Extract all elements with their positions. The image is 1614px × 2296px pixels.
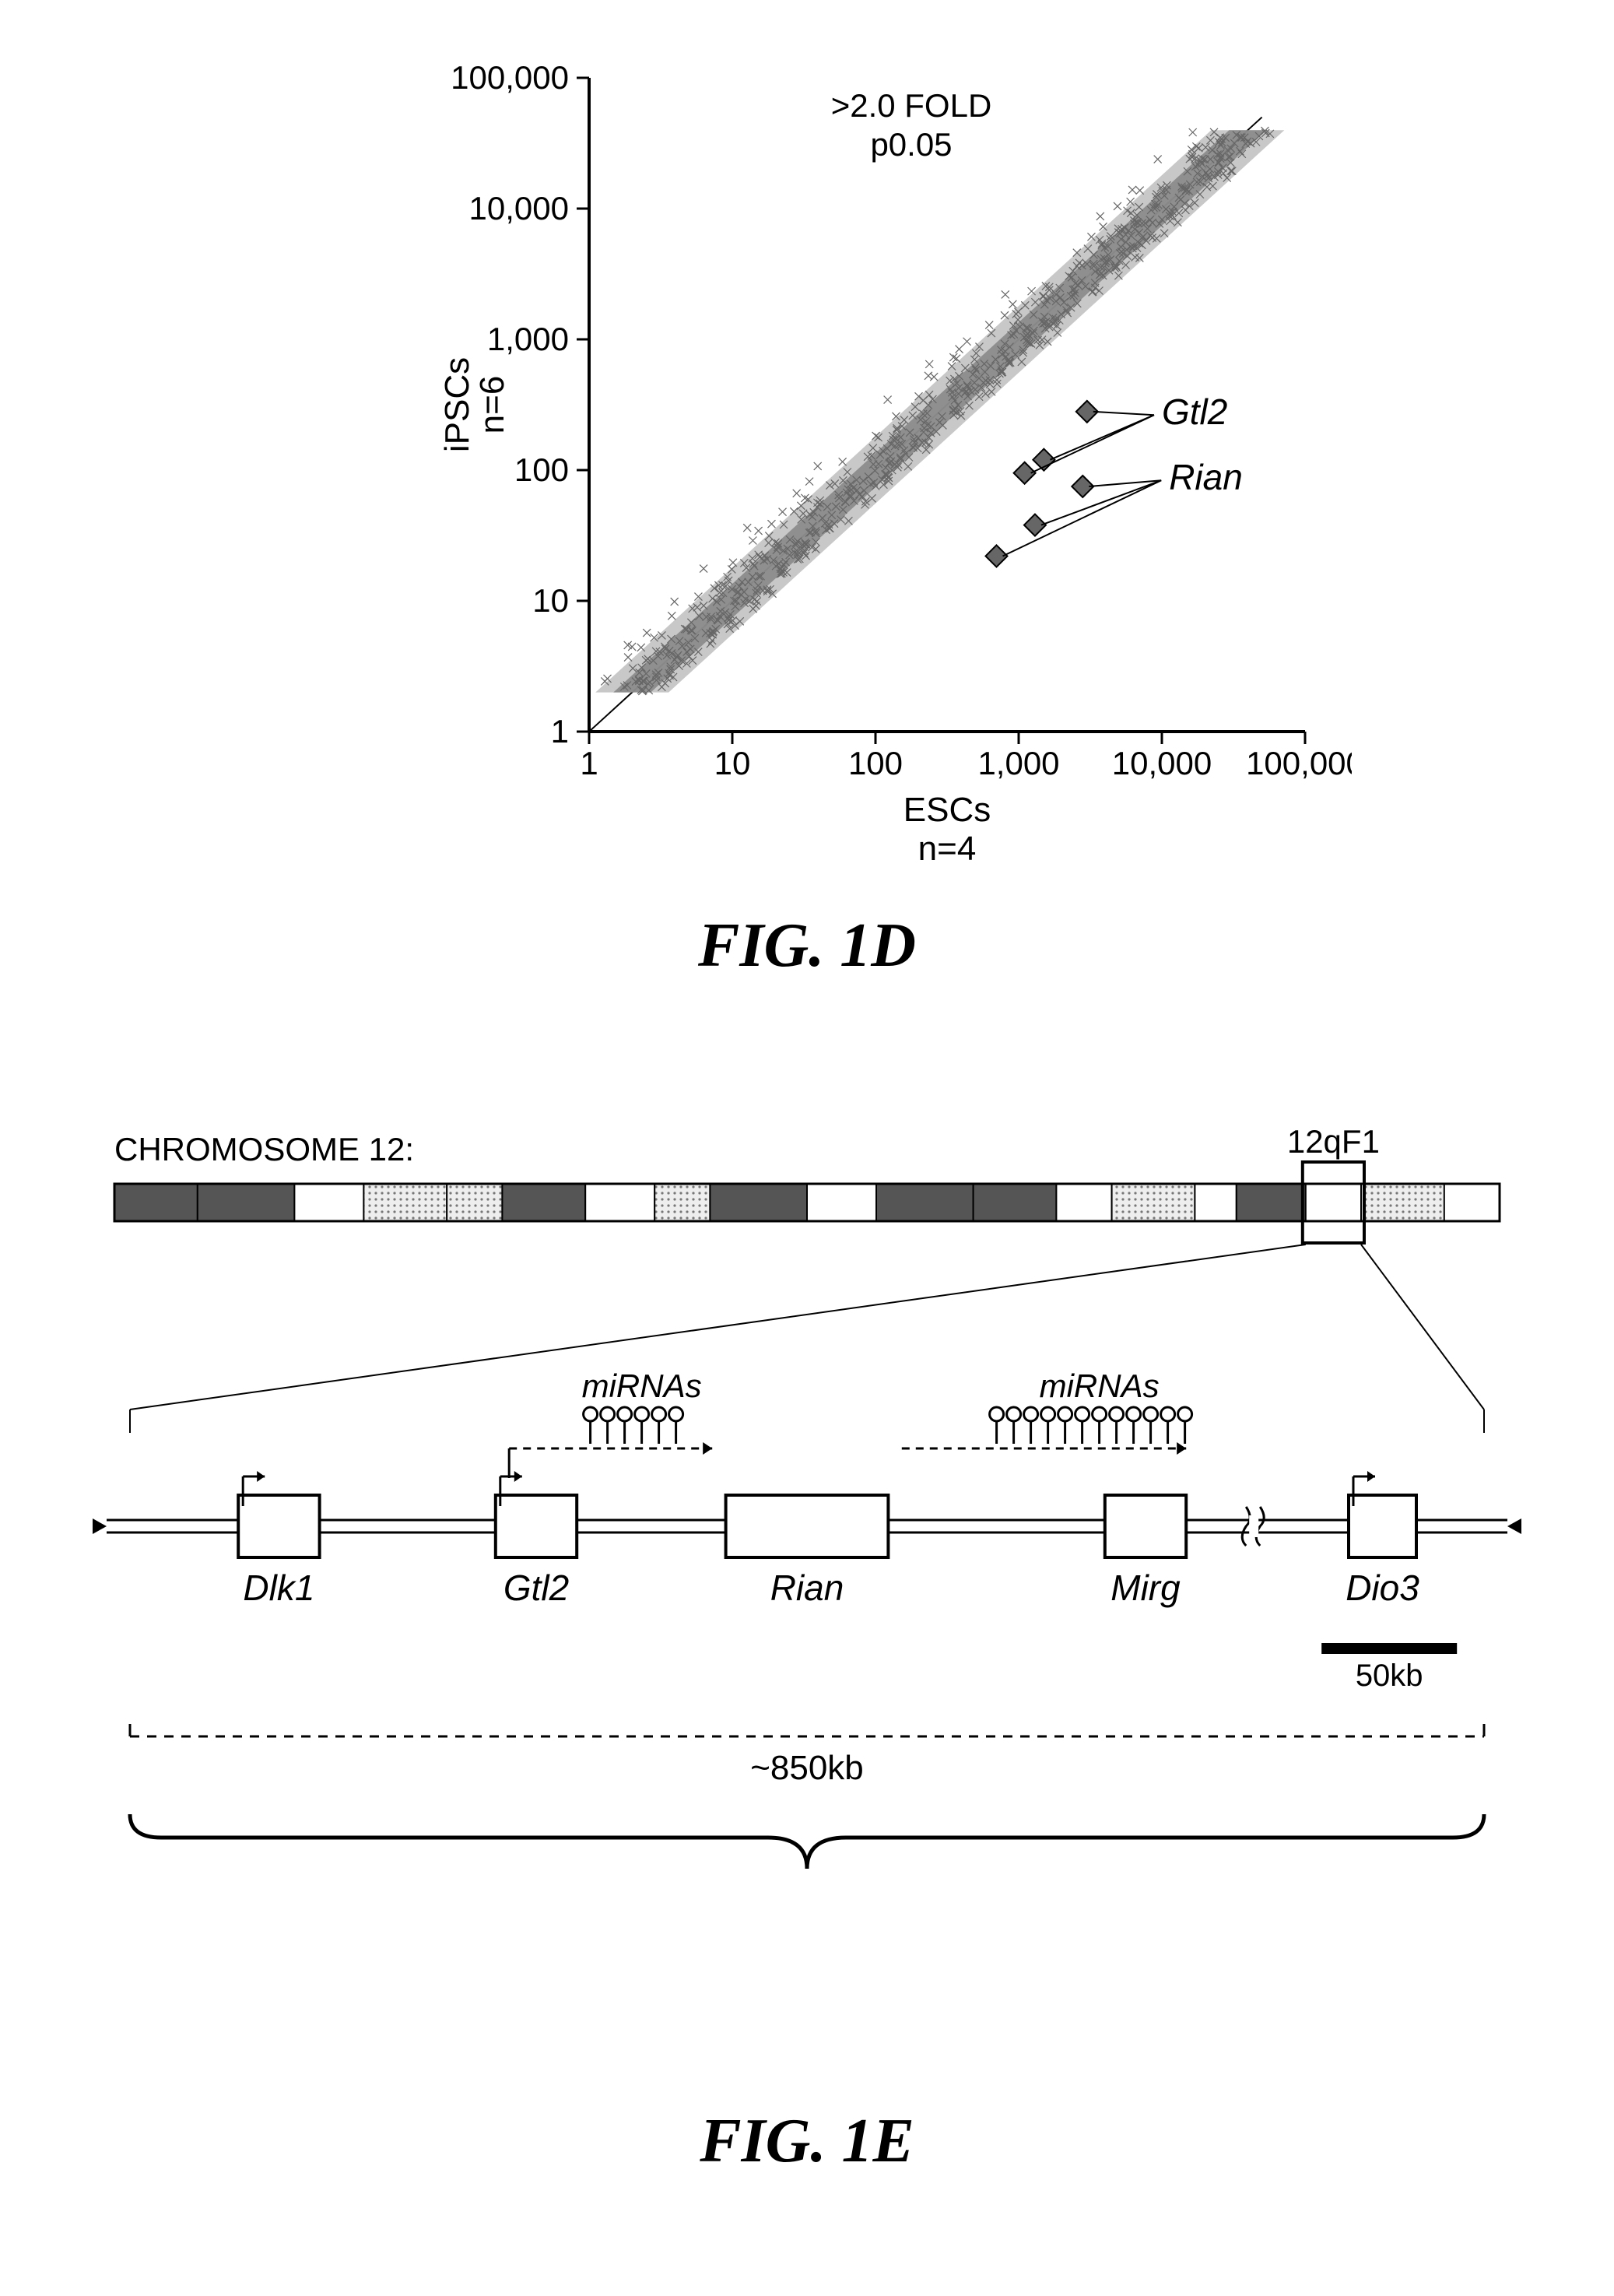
- svg-text:12qF1: 12qF1: [1287, 1123, 1380, 1160]
- svg-text:Rian: Rian: [770, 1568, 844, 1608]
- svg-text:miRNAs: miRNAs: [582, 1367, 702, 1404]
- svg-text:1: 1: [580, 745, 598, 781]
- svg-text:miRNAs: miRNAs: [1040, 1367, 1160, 1404]
- svg-text:100,000: 100,000: [1246, 745, 1352, 781]
- svg-text:Dlk1: Dlk1: [243, 1568, 314, 1608]
- svg-text:CHROMOSOME 12:: CHROMOSOME 12:: [114, 1131, 414, 1167]
- svg-text:10: 10: [714, 745, 751, 781]
- svg-text:10,000: 10,000: [1112, 745, 1212, 781]
- svg-text:iPSCs: iPSCs: [438, 357, 476, 452]
- svg-text:ESCs: ESCs: [903, 791, 991, 829]
- svg-text:50kb: 50kb: [1356, 1659, 1423, 1693]
- svg-text:n=4: n=4: [918, 830, 977, 868]
- svg-text:>2.0 FOLD: >2.0 FOLD: [831, 87, 992, 124]
- svg-text:1,000: 1,000: [487, 321, 569, 357]
- svg-text:100: 100: [848, 745, 903, 781]
- fig1d-plot: 1 10 100 1,000 10,000 100,000 1 10 100 1,000 10,00…: [418, 31, 1352, 887]
- svg-text:1: 1: [551, 713, 569, 750]
- fig1e-svg: CHROMOSOME 12: 12qF1 Dlk1 Gtl2 Rian Mirg Dio3 m…: [68, 1090, 1546, 2102]
- fig1d-svg: 1 10 100 1,000 10,000 100,000 1 10 100 1,000 10,00…: [418, 31, 1352, 887]
- svg-text:Gtl2: Gtl2: [503, 1568, 569, 1608]
- svg-text:100,000: 100,000: [451, 59, 569, 96]
- svg-text:Dio3: Dio3: [1346, 1568, 1419, 1608]
- fig1e-diagram: CHROMOSOME 12: 12qF1 Dlk1 Gtl2 Rian Mirg Dio3 m…: [68, 1090, 1546, 2106]
- svg-text:Gtl2: Gtl2: [1162, 391, 1227, 432]
- svg-text:Rian: Rian: [1169, 457, 1243, 497]
- fig1d-caption: FIG. 1D: [698, 911, 916, 981]
- svg-text:p0.05: p0.05: [870, 126, 952, 163]
- svg-text:10: 10: [532, 582, 569, 619]
- svg-text:1,000: 1,000: [977, 745, 1059, 781]
- fig1e-caption: FIG. 1E: [700, 2106, 914, 2177]
- svg-text:Mirg: Mirg: [1111, 1568, 1181, 1608]
- svg-text:~850kb: ~850kb: [750, 1749, 864, 1787]
- svg-text:n=6: n=6: [473, 376, 511, 434]
- svg-text:10,000: 10,000: [469, 190, 569, 226]
- svg-text:100: 100: [514, 451, 569, 488]
- figure-container: 1 10 100 1,000 10,000 100,000 1 10 100 1,000 10,00…: [47, 31, 1567, 2239]
